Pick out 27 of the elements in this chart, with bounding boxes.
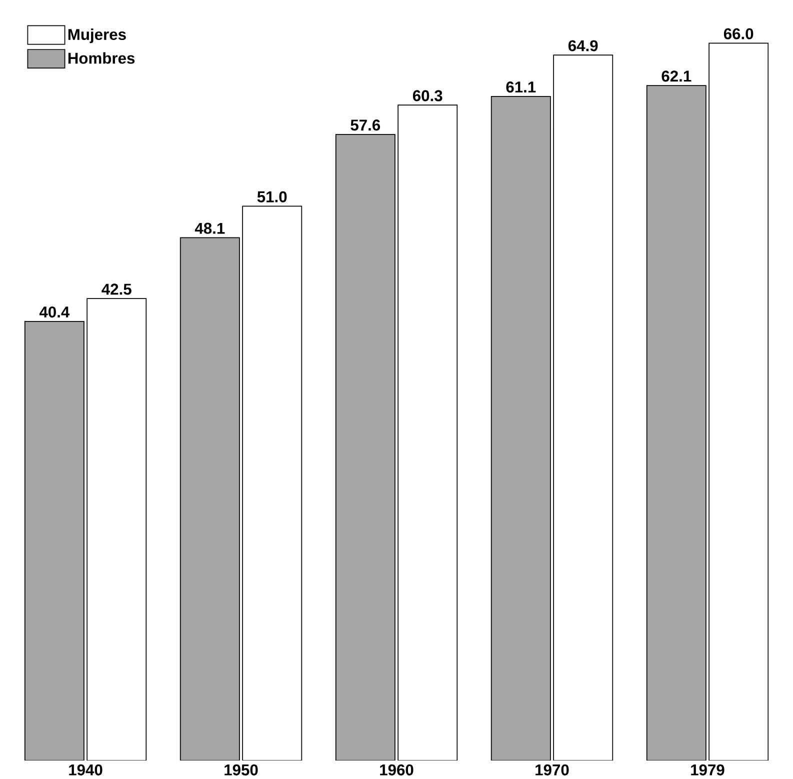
x-tick-label: 1960: [380, 764, 414, 776]
data-label: 62.1: [662, 70, 692, 82]
legend-label: Hombres: [68, 52, 135, 64]
data-label: 61.1: [506, 81, 536, 93]
data-label: 42.5: [102, 284, 132, 295]
legend-label: Mujeres: [68, 28, 126, 44]
bar: [335, 134, 396, 760]
bar: [24, 320, 84, 760]
bar: [490, 96, 551, 760]
bar: [398, 104, 458, 760]
bar: [553, 54, 614, 760]
bar: [242, 206, 302, 760]
bar: [708, 42, 769, 760]
data-label: 57.6: [350, 120, 380, 131]
x-tick-label: 1940: [69, 764, 102, 776]
data-label: 51.0: [257, 191, 287, 202]
x-tick-label: 1970: [536, 764, 569, 776]
data-label: 66.0: [724, 28, 754, 40]
data-label: 60.3: [412, 90, 442, 102]
bar: [646, 85, 706, 760]
x-tick-label: 1979: [691, 764, 724, 776]
data-label: 40.4: [39, 306, 70, 318]
bar: [86, 298, 147, 760]
data-label: 48.1: [194, 222, 225, 234]
data-label: 64.9: [568, 40, 598, 52]
bar: [180, 237, 240, 760]
x-tick-label: 1950: [224, 764, 258, 776]
